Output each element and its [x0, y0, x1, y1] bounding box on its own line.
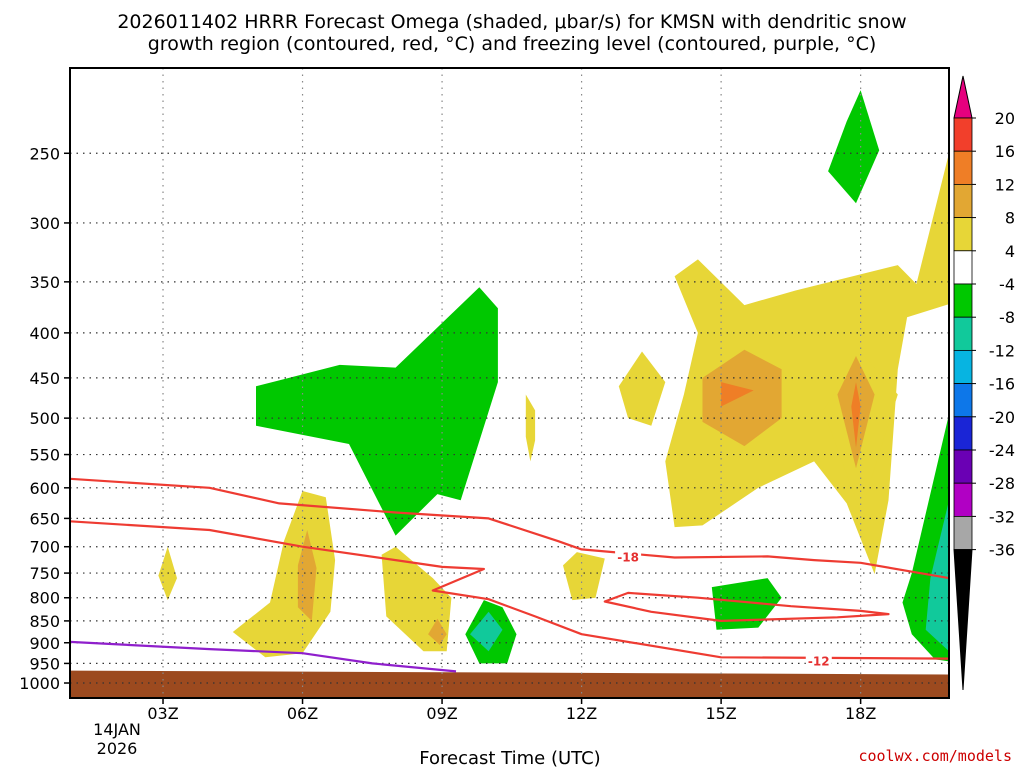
omega-region-9: [428, 618, 447, 645]
omega-region-18: [470, 611, 503, 652]
y-tick-label-600: 600: [29, 479, 60, 498]
date-label-year: 2026: [97, 739, 138, 758]
y-tick-label-450: 450: [29, 369, 60, 388]
credit-text[interactable]: coolwx.com/models: [858, 747, 1012, 765]
colorbar-label-11: -28: [989, 474, 1015, 493]
contour-label-0: -18: [617, 550, 639, 564]
colorbar-bin-12: [953, 482, 973, 517]
y-axis: 250 300 350 400 450 500 550 600 650 700 750 800 850 9…: [19, 144, 70, 693]
y-tick-label-1000: 1000: [19, 674, 60, 693]
ground-fill: [70, 670, 949, 698]
y-tick-label-250: 250: [29, 144, 60, 163]
colorbar-label-8: -16: [989, 375, 1015, 394]
y-tick-label-550: 550: [29, 446, 60, 465]
y-tick-label-800: 800: [29, 589, 60, 608]
contour-line-0: [70, 477, 949, 580]
colorbar: 20 16 12 8 4 -4 -8 -12 -16 -20 -24 -28 -32 -36: [953, 75, 1015, 691]
x-axis-label: Forecast Time (UTC): [419, 748, 600, 768]
y-tick-label-950: 950: [29, 654, 60, 673]
omega-region-1: [702, 349, 782, 447]
colorbar-label-5: -4: [999, 275, 1015, 294]
y-tick-label-750: 750: [29, 564, 60, 583]
y-tick-label-300: 300: [29, 214, 60, 233]
colorbar-label-13: -36: [989, 541, 1015, 560]
plot-frame: [69, 67, 950, 699]
colorbar-bin-8: [953, 349, 973, 384]
omega-region-16: [711, 578, 782, 630]
x-tick-label-5: 18Z: [845, 704, 876, 723]
colorbar-bin-2: [953, 150, 973, 185]
colorbar-bin-9: [953, 383, 973, 418]
y-tick-label-400: 400: [29, 324, 60, 343]
x-tick-label-4: 15Z: [705, 704, 736, 723]
colorbar-label-2: 12: [995, 175, 1015, 194]
chart-title-line1: 2026011402 HRRR Forecast Omega (shaded, …: [117, 11, 906, 33]
omega-region-0: [665, 153, 949, 575]
colorbar-label-1: 16: [995, 142, 1015, 161]
colorbar-top-arrow: [953, 75, 973, 119]
omega-region-15: [828, 90, 880, 204]
x-tick-label-0: 03Z: [147, 704, 178, 723]
chart-title-line2: growth region (contoured, red, °C) and f…: [148, 33, 877, 55]
colorbar-bin-11: [953, 449, 973, 484]
colorbar-bin-4: [953, 217, 973, 252]
omega-region-5: [851, 382, 861, 448]
y-tick-label-500: 500: [29, 409, 60, 428]
colorbar-label-0: 20: [995, 109, 1015, 128]
ground-layer: [70, 670, 949, 698]
x-tick-label-2: 09Z: [426, 704, 457, 723]
omega-region-12: [525, 394, 536, 462]
colorbar-bin-7: [953, 316, 973, 351]
contour-label-bg-0: [615, 549, 642, 565]
omega-region-10: [563, 552, 605, 601]
colorbar-label-7: -12: [989, 341, 1015, 360]
contour-line-1: [70, 520, 949, 660]
y-tick-label-900: 900: [29, 634, 60, 653]
y-tick-label-350: 350: [29, 273, 60, 292]
colorbar-bin-1: [953, 117, 973, 152]
contour-line-2: [603, 591, 890, 623]
omega-region-2: [721, 382, 754, 407]
colorbar-bottom-arrow: [953, 549, 973, 691]
contour-label-1: -12: [808, 654, 830, 668]
colorbar-label-9: -20: [989, 408, 1015, 427]
x-tick-label-1: 06Z: [287, 704, 318, 723]
colorbar-bin-6: [953, 283, 973, 318]
colorbar-label-4: 4: [1005, 242, 1015, 261]
x-axis: 03Z 06Z 09Z 12Z 15Z 18Z: [147, 698, 876, 723]
date-label-day: 14JAN: [93, 720, 141, 739]
contour-label-bg-1: [805, 653, 832, 669]
omega-region-13: [618, 351, 666, 426]
colorbar-bin-10: [953, 416, 973, 451]
contour-lines: -18 -12: [70, 477, 949, 673]
y-tick-label-650: 650: [29, 509, 60, 528]
colorbar-label-6: -8: [999, 308, 1015, 327]
colorbar-label-3: 8: [1005, 209, 1015, 228]
colorbar-bin-3: [953, 183, 973, 218]
grid-lines: [70, 68, 949, 698]
y-tick-label-850: 850: [29, 612, 60, 631]
colorbar-label-12: -32: [989, 507, 1015, 526]
omega-region-14: [256, 287, 498, 536]
colorbar-label-10: -24: [989, 441, 1015, 460]
y-tick-label-700: 700: [29, 538, 60, 557]
x-tick-label-3: 12Z: [566, 704, 597, 723]
contour-line-3: [70, 640, 457, 673]
colorbar-bin-13: [953, 516, 973, 551]
colorbar-bin-5: [953, 250, 973, 285]
